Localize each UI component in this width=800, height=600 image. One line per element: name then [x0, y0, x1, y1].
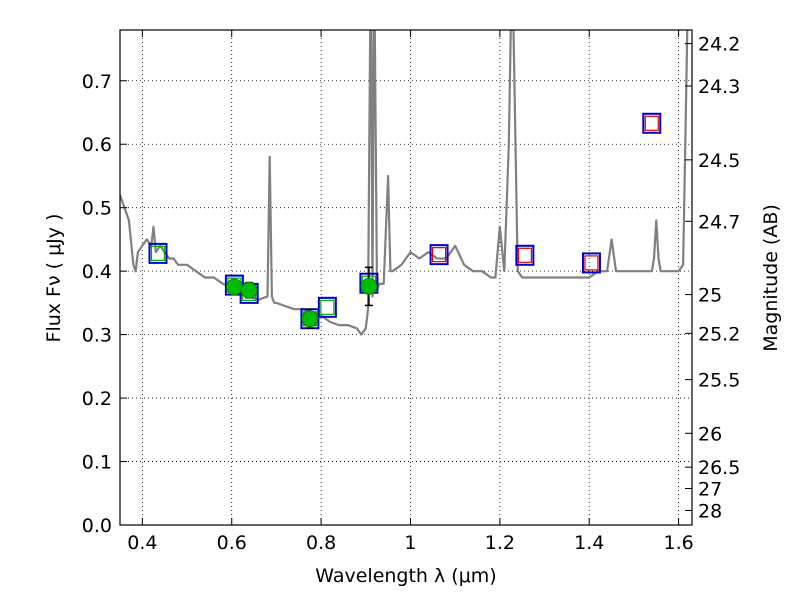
- mag-tick-label: 24.2: [698, 34, 740, 56]
- model-photometry-box-hst-outer: [148, 242, 168, 264]
- mag-tick-label: 26.5: [698, 457, 740, 479]
- x-tick-label: 1: [404, 532, 416, 554]
- model-photometry-box-ir-outer: [581, 252, 601, 274]
- observed-point: [301, 310, 319, 328]
- x-tick-label: 1.2: [485, 532, 515, 554]
- y2-axis-label: Magnitude (AB): [760, 204, 782, 352]
- x-axis-label: Wavelength λ (μm): [315, 565, 496, 587]
- model-photometry-box-hst-inner: [150, 245, 166, 261]
- model-photometry-box-hst-inner: [320, 299, 335, 315]
- mag-tick-label: 25: [698, 285, 722, 307]
- ticks-layer: 0.4 0.6 0.8 1 1.2 1.4 1.6 0.0 0.1 0.2 0.3 0.4 0.5 0.6…: [82, 30, 740, 554]
- y-tick-label: 0.6: [82, 134, 112, 156]
- mag-tick-label: 26: [698, 423, 722, 445]
- plot-frame: [119, 29, 693, 526]
- observed-point: [240, 281, 258, 299]
- mag-tick-label: 24.3: [698, 76, 740, 98]
- mag-tick-label: 27: [698, 479, 722, 501]
- y-tick-label: 0.5: [82, 198, 112, 220]
- observed-point: [225, 278, 243, 296]
- points-layer: [148, 112, 662, 330]
- y-tick-label: 0.0: [82, 515, 112, 537]
- x-tick-label: 0.6: [217, 532, 247, 554]
- mag-tick-label: 24.5: [698, 150, 740, 172]
- x-tick-label: 0.4: [127, 532, 157, 554]
- mag-tick-label: 28: [698, 500, 722, 522]
- x-tick-label: 1.4: [574, 532, 604, 554]
- y-tick-label: 0.4: [82, 261, 112, 283]
- x-tick-label: 0.8: [306, 532, 336, 554]
- model-photometry-box-ir-outer: [642, 112, 662, 134]
- y-axis-label: Flux Fν ( μJy ): [43, 214, 65, 343]
- y-tick-label: 0.7: [82, 71, 112, 93]
- y-tick-label: 0.3: [82, 325, 112, 347]
- model-photometry-box-ir-inner: [584, 255, 599, 271]
- mag-tick-label: 25.5: [698, 370, 740, 392]
- observed-point: [360, 277, 378, 295]
- model-photometry-box-hst-outer: [317, 296, 337, 318]
- mag-tick-label: 24.7: [698, 211, 740, 233]
- model-photometry-box-ir-outer: [429, 244, 449, 266]
- model-photometry-box-ir-inner: [431, 247, 447, 263]
- y-tick-label: 0.1: [82, 452, 112, 474]
- model-photometry-box-ir-inner: [517, 247, 532, 263]
- model-photometry-box-ir-outer: [515, 244, 535, 266]
- y-tick-label: 0.2: [82, 388, 112, 410]
- model-photometry-box-ir-inner: [644, 115, 659, 131]
- mag-tick-label: 25.2: [698, 323, 740, 345]
- x-tick-label: 1.6: [663, 532, 693, 554]
